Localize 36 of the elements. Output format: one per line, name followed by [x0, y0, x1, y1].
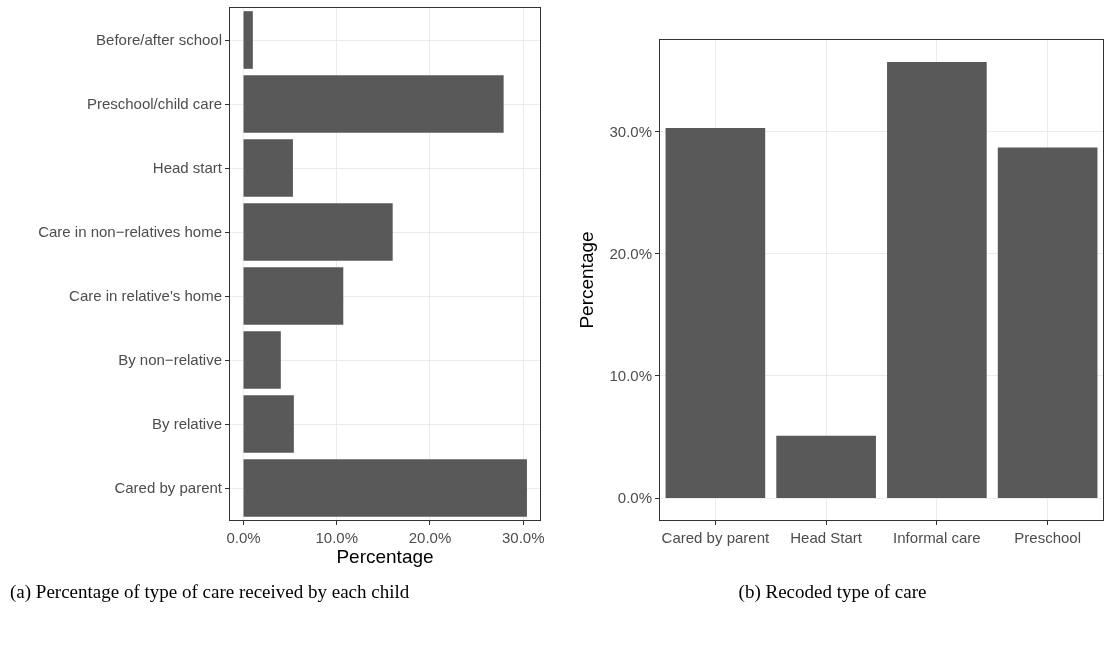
y-tick-label: Care in relative's home [69, 287, 222, 305]
y-tick-label: 0.0% [617, 489, 652, 507]
x-tick-label: 10.0% [315, 529, 359, 546]
x-axis-title: Percentage [336, 546, 434, 567]
y-tick-label: Head start [152, 159, 223, 177]
x-tick-label: Head Start [790, 529, 863, 546]
y-tick-label: 20.0% [609, 244, 652, 262]
bar [243, 75, 504, 133]
x-tick-label: 20.0% [408, 529, 452, 546]
x-tick-label: Preschool [1014, 529, 1081, 546]
y-axis-title: Percentage [576, 231, 598, 329]
y-tick-label: Before/after school [96, 31, 222, 49]
text: (a) Percentage of type of care received by each child [9, 580, 411, 604]
bar [776, 435, 876, 499]
bar [243, 267, 344, 325]
bar [887, 61, 987, 499]
bar [243, 331, 281, 389]
bar [243, 11, 253, 69]
x-tick-label: 30.0% [501, 529, 545, 546]
y-tick-label: 10.0% [609, 367, 652, 385]
x-tick-label: Informal care [893, 529, 981, 546]
text: (b) Recoded type of care [737, 580, 928, 604]
y-tick-label: 30.0% [609, 122, 652, 140]
bar [243, 139, 293, 197]
bar [243, 203, 393, 261]
x-tick-label: Cared by parent [661, 529, 770, 546]
y-tick-label: Preschool/child care [86, 95, 222, 113]
x-tick-label: 0.0% [226, 529, 261, 546]
y-tick-label: By non−relative [118, 351, 222, 369]
y-tick-label: By relative [151, 415, 222, 433]
bar [243, 395, 294, 453]
bar [243, 459, 527, 517]
y-tick-label: Care in non−relatives home [38, 223, 222, 241]
bar [997, 147, 1098, 499]
bar [665, 127, 766, 499]
y-tick-label: Cared by parent [114, 479, 223, 497]
